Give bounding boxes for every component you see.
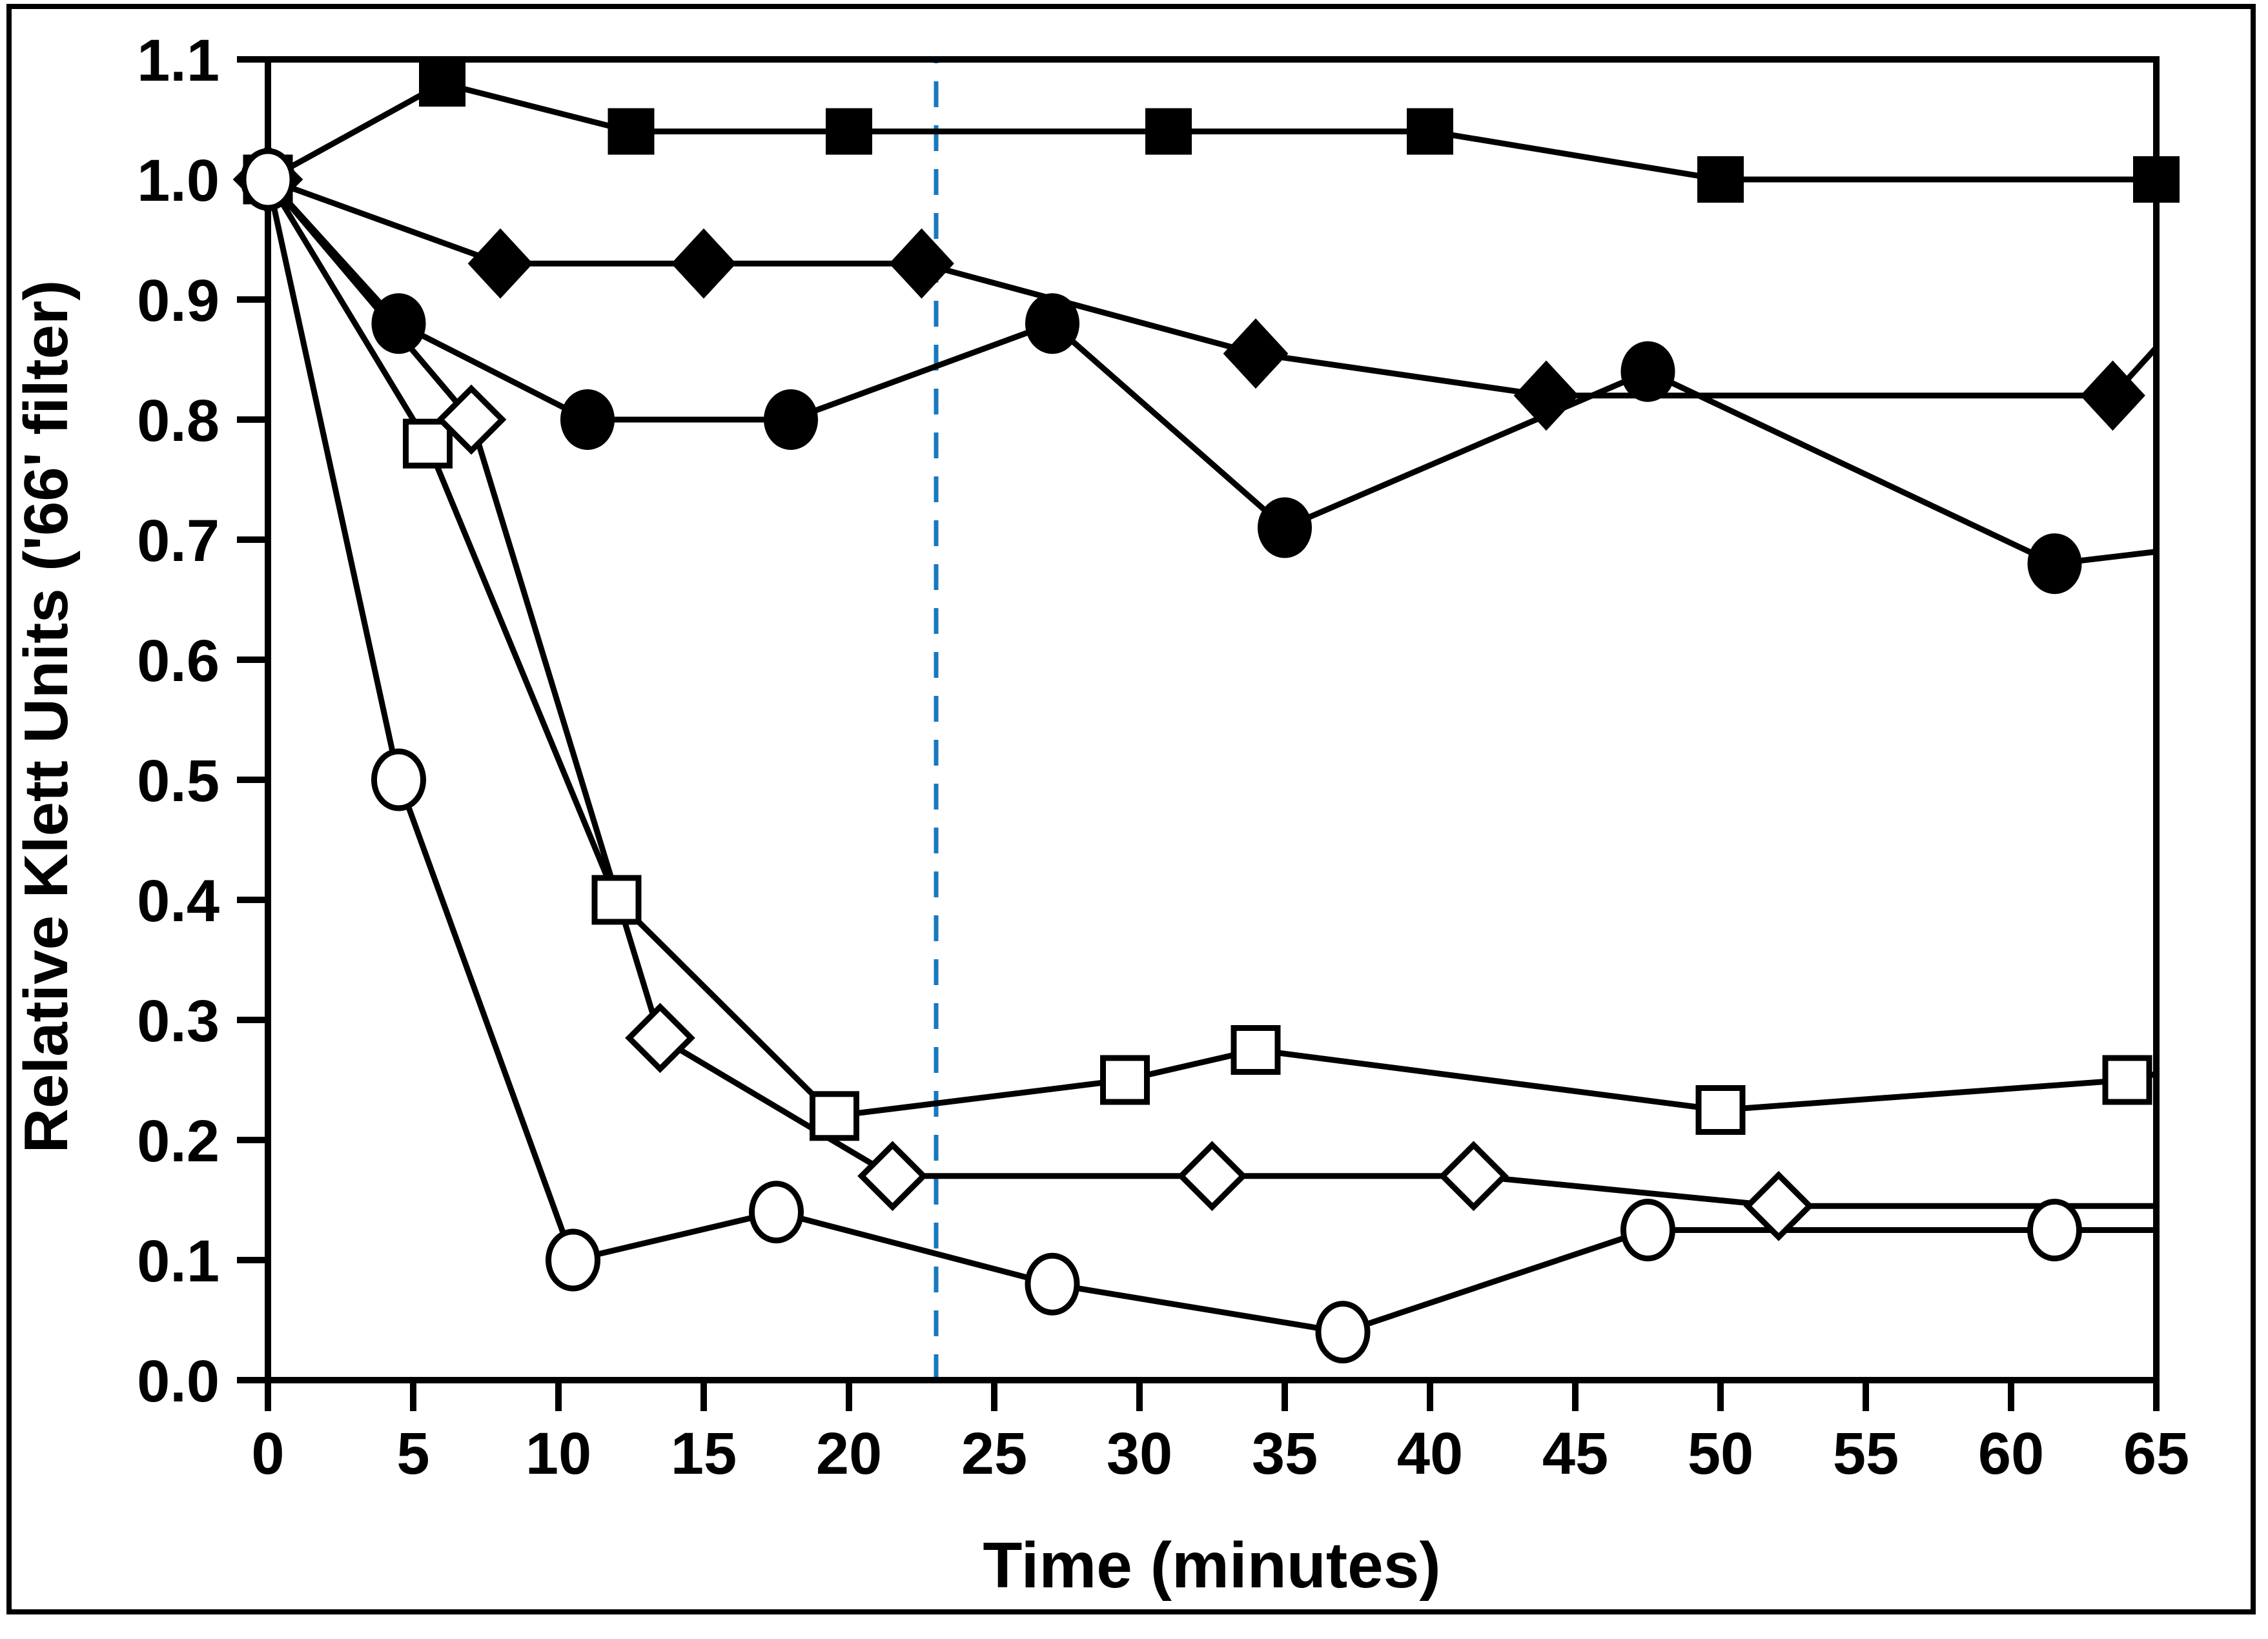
y-tick-label: 0.1 [137, 1228, 220, 1294]
x-tick-label: 0 [251, 1421, 284, 1487]
x-tick-label: 60 [1978, 1421, 2044, 1487]
y-tick-label: 0.6 [137, 628, 220, 694]
x-tick-label: 65 [2123, 1421, 2189, 1487]
series-filled-diamond-marker [889, 228, 954, 299]
series-filled-square-marker [419, 60, 465, 107]
series-open-square-marker [810, 1091, 859, 1141]
series-open-circle-marker [546, 1228, 600, 1292]
series-open-circle-marker [2027, 1199, 2082, 1261]
series-filled-diamond-marker [2080, 360, 2145, 431]
y-tick-label: 0.5 [137, 748, 220, 814]
x-tick-label: 45 [1542, 1421, 1608, 1487]
y-tick-label: 0.4 [137, 868, 220, 934]
series-open-circle-marker [1315, 1301, 1371, 1364]
series-open-diamond-marker [1743, 1170, 1814, 1241]
series-filled-diamond-marker [1223, 318, 1289, 389]
y-tick-label: 0.2 [137, 1108, 220, 1174]
x-axis-title: Time (minutes) [983, 1529, 1441, 1602]
series-open-circle-marker [240, 148, 296, 211]
series-open-square-marker [2102, 1055, 2152, 1105]
series-filled-square-marker [826, 108, 872, 155]
series-open-square-marker [403, 418, 453, 469]
series-open-square-marker [1231, 1025, 1281, 1075]
series-filled-circle-marker [1620, 341, 1675, 402]
series-open-circle-marker [371, 748, 426, 811]
x-tick-label: 10 [526, 1421, 591, 1487]
series-filled-diamond-line [267, 176, 2159, 399]
series-open-diamond-marker [857, 1141, 928, 1212]
series-filled-diamond-marker [467, 228, 533, 299]
y-tick-label: 0.0 [137, 1349, 220, 1414]
series-filled-circle-marker [2027, 533, 2082, 595]
figure-border [6, 4, 2256, 1614]
y-tick-label: 0.3 [137, 988, 220, 1054]
x-tick-label: 50 [1688, 1421, 1753, 1487]
y-axis-title: Relative Klett Units ('66' filter) [12, 280, 81, 1154]
y-tick-label: 0.9 [137, 268, 220, 334]
series-filled-square-marker [1697, 156, 1744, 203]
x-tick-label: 20 [816, 1421, 882, 1487]
series-open-square-marker [1695, 1085, 1746, 1135]
x-tick-label: 55 [1833, 1421, 1899, 1487]
series-open-square-line [265, 178, 2157, 1119]
series-open-diamond-marker [1177, 1141, 1247, 1212]
series-open-circle-marker [1025, 1252, 1080, 1316]
series-open-circle-marker [1620, 1199, 1675, 1261]
y-tick-label: 0.7 [137, 508, 220, 574]
series-open-diamond-marker [436, 384, 507, 455]
series-filled-square-marker [1145, 108, 1192, 155]
series-filled-circle-marker [560, 389, 615, 450]
y-tick-label: 1.0 [137, 148, 220, 214]
series-filled-diamond-marker [1513, 360, 1579, 431]
series-filled-diamond-marker [671, 228, 737, 299]
series-filled-square-line [266, 80, 2156, 183]
series-open-diamond-marker [1438, 1141, 1509, 1212]
series-filled-square-marker [1407, 108, 1453, 155]
series-filled-circle-line [265, 177, 2157, 567]
x-tick-label: 40 [1397, 1421, 1463, 1487]
series-filled-circle-marker [1258, 497, 1312, 558]
x-tick-label: 5 [396, 1421, 429, 1487]
series-filled-circle-marker [1025, 293, 1079, 354]
x-tick-label: 30 [1107, 1421, 1172, 1487]
series-filled-square-marker [2133, 156, 2180, 203]
series-open-square-marker [591, 875, 642, 925]
y-tick-label: 1.1 [137, 28, 220, 94]
series-filled-square-marker [608, 108, 655, 155]
x-tick-label: 35 [1252, 1421, 1318, 1487]
y-tick-label: 0.8 [137, 388, 220, 454]
x-tick-label: 25 [961, 1421, 1027, 1487]
series-open-diamond-marker [625, 1003, 695, 1074]
plot-frame [265, 56, 2160, 1383]
series-filled-circle-marker [371, 293, 426, 354]
series-open-circle-marker [749, 1181, 804, 1244]
series-open-diamond-line [265, 178, 2156, 1209]
x-tick-label: 15 [671, 1421, 737, 1487]
series-filled-circle-marker [764, 389, 818, 450]
series-open-square-marker [1100, 1055, 1150, 1105]
